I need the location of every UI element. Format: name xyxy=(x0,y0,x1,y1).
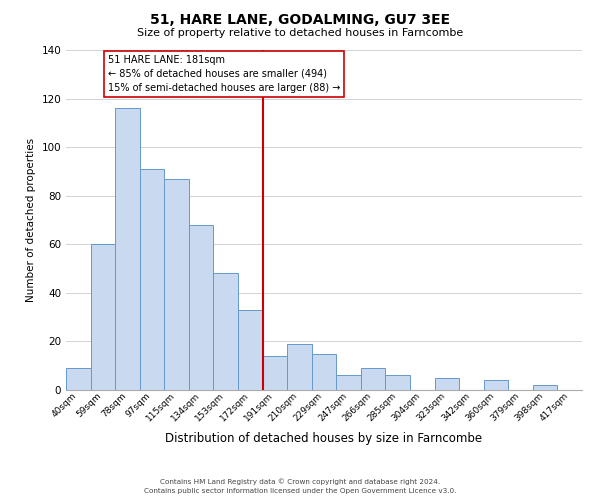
Y-axis label: Number of detached properties: Number of detached properties xyxy=(26,138,36,302)
Text: Size of property relative to detached houses in Farncombe: Size of property relative to detached ho… xyxy=(137,28,463,38)
Bar xyxy=(66,368,91,390)
Bar xyxy=(312,354,336,390)
Bar xyxy=(287,344,312,390)
Text: Contains HM Land Registry data © Crown copyright and database right 2024.
Contai: Contains HM Land Registry data © Crown c… xyxy=(144,478,456,494)
Bar xyxy=(91,244,115,390)
X-axis label: Distribution of detached houses by size in Farncombe: Distribution of detached houses by size … xyxy=(166,432,482,445)
Bar xyxy=(140,169,164,390)
Text: 51 HARE LANE: 181sqm
← 85% of detached houses are smaller (494)
15% of semi-deta: 51 HARE LANE: 181sqm ← 85% of detached h… xyxy=(108,55,340,93)
Bar xyxy=(238,310,263,390)
Text: 51, HARE LANE, GODALMING, GU7 3EE: 51, HARE LANE, GODALMING, GU7 3EE xyxy=(150,12,450,26)
Bar xyxy=(189,225,214,390)
Bar xyxy=(434,378,459,390)
Bar xyxy=(484,380,508,390)
Bar xyxy=(533,385,557,390)
Bar xyxy=(336,376,361,390)
Bar xyxy=(361,368,385,390)
Bar xyxy=(263,356,287,390)
Bar xyxy=(164,178,189,390)
Bar xyxy=(115,108,140,390)
Bar xyxy=(385,376,410,390)
Bar xyxy=(214,274,238,390)
